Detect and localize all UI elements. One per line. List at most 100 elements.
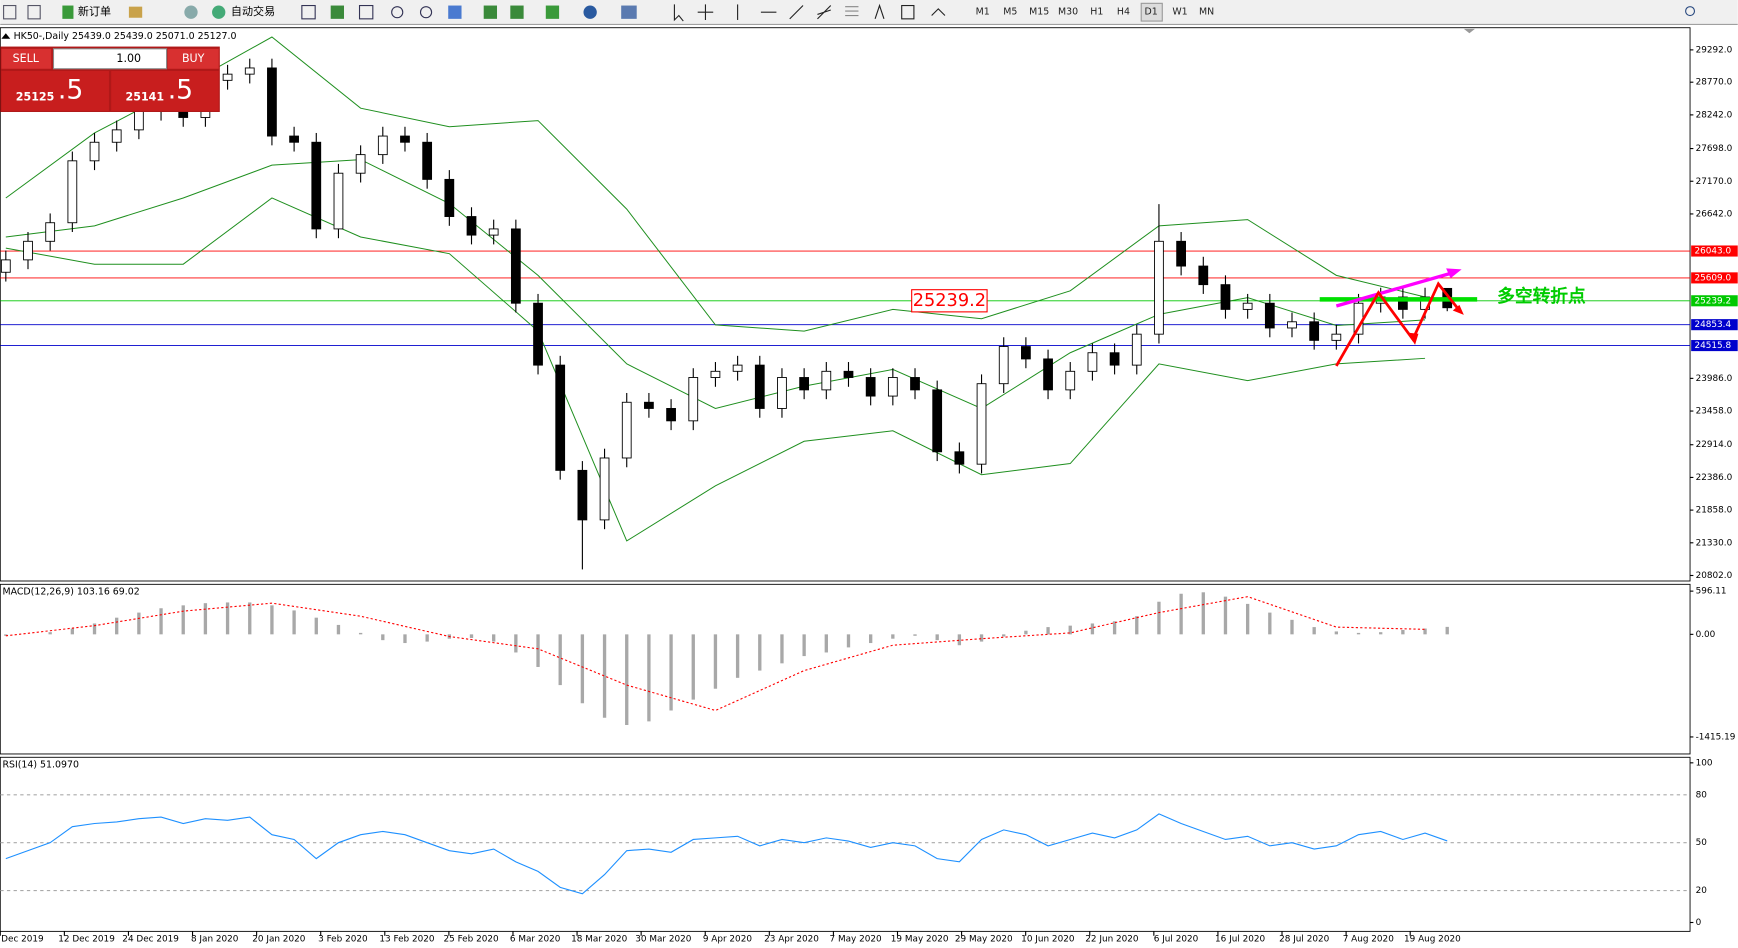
icon[interactable]	[448, 5, 462, 19]
lot-value[interactable]: 1.00	[116, 52, 141, 65]
icon[interactable]	[391, 6, 404, 19]
candle-body	[289, 135, 299, 143]
candle-body	[599, 457, 610, 521]
band-line	[5, 197, 1426, 542]
candle-body	[865, 377, 876, 397]
timeframe-button[interactable]: M15	[1029, 7, 1049, 18]
icon[interactable]	[845, 6, 859, 17]
icon[interactable]	[184, 5, 198, 19]
icon[interactable]	[212, 5, 226, 19]
x-tick-label: 9 Apr 2020	[703, 935, 753, 945]
x-tick-label: 19 Aug 2020	[1404, 935, 1461, 945]
icon[interactable]	[510, 5, 524, 19]
candle-body	[799, 377, 810, 391]
auto-trade-button[interactable]: 自动交易	[231, 4, 275, 18]
icon[interactable]	[697, 4, 714, 20]
x-tick-label: 20 Jan 2020	[252, 935, 305, 945]
timeframe-button[interactable]: H4	[1117, 7, 1130, 18]
candle-body	[887, 377, 898, 397]
timeframe-button[interactable]: W1	[1172, 7, 1187, 18]
plot-layer: 29292.0 28770.0 28242.0 27698.0 27170.0 26642…	[0, 36, 1738, 945]
shift-marker	[1463, 28, 1475, 34]
icon[interactable]	[931, 8, 946, 16]
lot-input[interactable]	[52, 48, 168, 70]
annotation: 多空转折点	[1497, 285, 1586, 307]
candle-body	[998, 346, 1009, 385]
timeframe-button[interactable]: H1	[1090, 7, 1103, 18]
y-tick-label: 22386.0	[1696, 473, 1733, 483]
arrow-head	[1407, 332, 1419, 345]
timeframe-button[interactable]: M5	[1003, 7, 1017, 18]
candle-body	[1287, 321, 1297, 329]
icon[interactable]	[1685, 6, 1696, 17]
buy-label[interactable]: BUY	[182, 52, 205, 65]
price-panel	[0, 27, 1691, 582]
icon[interactable]	[27, 4, 41, 20]
level-callout-box	[911, 289, 988, 313]
icon[interactable]	[817, 5, 832, 20]
icon[interactable]	[583, 5, 597, 19]
candle-body	[732, 364, 743, 372]
buy-button[interactable]	[167, 48, 219, 69]
candle-body	[400, 135, 410, 143]
level-tag	[1691, 319, 1738, 331]
y-tick-label: 29292.0	[1696, 45, 1733, 55]
sell-price[interactable]: 25125	[16, 91, 55, 104]
x-tick-label: 8 Jan 2020	[191, 935, 239, 945]
drawn-arrow	[1335, 271, 1454, 308]
icon[interactable]	[358, 4, 374, 20]
candle-body	[444, 178, 455, 217]
x-tick-label: Dec 2019	[1, 935, 44, 945]
x-tick-label: 6 Mar 2020	[510, 935, 561, 945]
y-tick-label: 596.11	[1696, 587, 1727, 597]
icon[interactable]	[419, 6, 433, 19]
new-order-button[interactable]: 新订单	[78, 4, 111, 18]
buy-price[interactable]: 25141	[126, 91, 165, 104]
buy-price-box[interactable]	[111, 70, 219, 111]
candle-body	[754, 364, 765, 409]
x-tick-label: 22 Jun 2020	[1085, 935, 1139, 945]
sell-button[interactable]	[1, 48, 52, 69]
icon[interactable]	[789, 5, 804, 20]
rsi-label: RSI(14) 51.0970	[2, 760, 78, 771]
title-marker	[1, 33, 11, 39]
icon[interactable]	[621, 5, 637, 19]
candle-body	[710, 370, 721, 378]
sell-price-box[interactable]	[1, 70, 109, 111]
y-tick-label: 28242.0	[1696, 110, 1733, 120]
timeframe-button[interactable]: D1	[1145, 7, 1158, 18]
x-tick-label: 16 Jul 2020	[1215, 935, 1266, 945]
x-tick-label: 3 Feb 2020	[318, 935, 368, 945]
icon[interactable]	[901, 4, 915, 20]
candle-body	[311, 141, 322, 230]
band-line	[5, 36, 1426, 332]
buy-pips[interactable]: .5	[168, 74, 193, 105]
candle-body	[422, 141, 433, 180]
sell-label[interactable]: SELL	[13, 52, 40, 65]
timeframe-button[interactable]: M1	[976, 7, 990, 18]
x-tick-label: 19 May 2020	[891, 935, 949, 945]
icon[interactable]	[301, 4, 316, 20]
candle-body	[1176, 240, 1186, 267]
candle-body	[777, 377, 787, 409]
icon[interactable]	[3, 4, 17, 20]
y-tick-label: 27698.0	[1696, 144, 1733, 154]
icon[interactable]	[874, 3, 885, 20]
sell-pips[interactable]: .5	[58, 74, 83, 105]
candle-body	[843, 370, 854, 378]
icon[interactable]	[673, 4, 684, 22]
y-tick-label: 80	[1696, 790, 1708, 800]
y-tick-label: 20802.0	[1696, 571, 1733, 581]
icon[interactable]	[330, 5, 344, 19]
candle-body	[910, 377, 920, 391]
icon[interactable]	[545, 5, 560, 19]
candle-body	[976, 383, 987, 465]
icon[interactable]	[128, 6, 143, 18]
timeframe-button[interactable]: M30	[1058, 7, 1078, 18]
icon[interactable]	[483, 5, 498, 19]
timeframe-button[interactable]: MN	[1199, 7, 1214, 18]
icon[interactable]	[62, 5, 74, 19]
level-tag-label: 25239.2	[1694, 296, 1731, 306]
timeframes: M1 M5 M15 M30 H1 H4 D1 W1 MN	[976, 7, 1215, 18]
